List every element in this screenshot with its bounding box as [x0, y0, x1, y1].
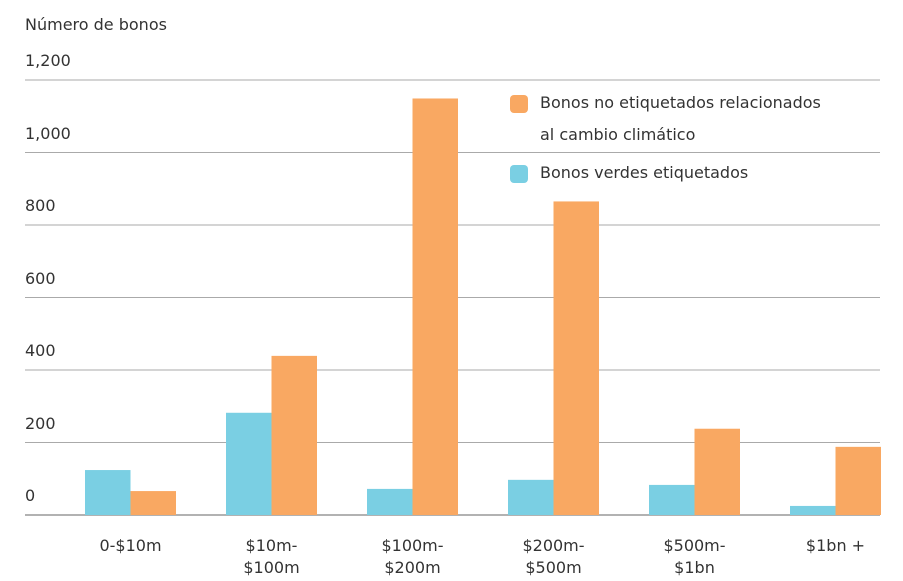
legend-label: Bonos no etiquetados relacionados al cam…: [540, 93, 821, 144]
y-axis-title: Número de bonos: [25, 15, 167, 34]
bar: [694, 428, 740, 515]
x-tick-label: 0-$10m: [99, 536, 162, 555]
x-tick-label: $10m- $100m: [243, 536, 300, 577]
y-tick-label: 1,000: [25, 123, 71, 143]
legend-swatch: [510, 95, 528, 113]
y-tick-label: 0: [25, 486, 36, 505]
bar: [835, 446, 881, 515]
y-tick-label: 200: [25, 413, 56, 433]
bar: [271, 355, 317, 515]
bar: [553, 201, 599, 515]
bar: [226, 412, 272, 515]
bar: [412, 98, 458, 516]
bar: [367, 488, 413, 515]
legend-label: Bonos verdes etiquetados: [540, 163, 749, 182]
x-tick-label: $500m- $1bn: [663, 536, 726, 577]
x-tick-label: $1bn +: [805, 536, 866, 555]
x-tick-label: $200m- $500m: [522, 536, 585, 577]
x-tick-label: $100m- $200m: [381, 536, 444, 577]
y-tick-label: 400: [25, 341, 56, 360]
y-tick-label: 800: [25, 196, 56, 215]
legend-swatch: [510, 165, 528, 183]
bar: [508, 479, 554, 515]
bar: [790, 505, 836, 515]
bar: [130, 491, 176, 515]
y-tick-label: 600: [25, 268, 56, 288]
y-tick-label: 1,200: [25, 51, 71, 70]
bar: [85, 470, 131, 515]
bar: [649, 484, 695, 515]
